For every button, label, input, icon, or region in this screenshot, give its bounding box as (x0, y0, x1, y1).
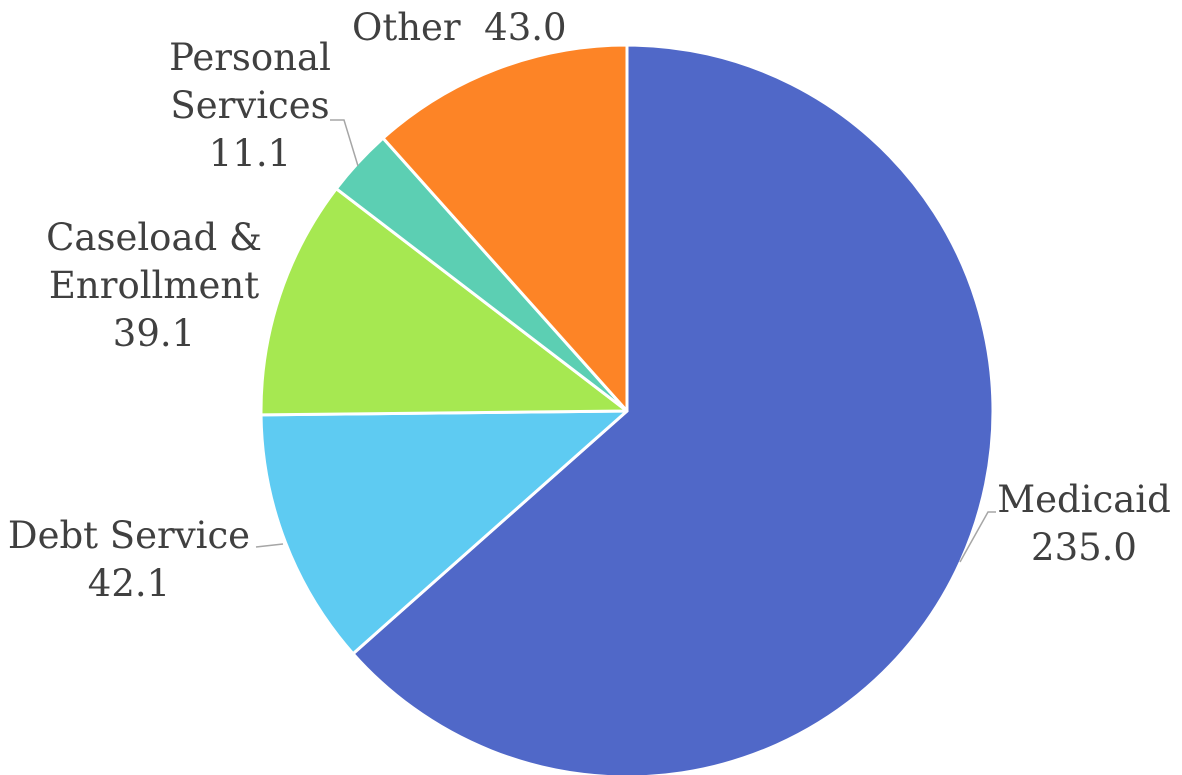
label-value: 235.0 (1031, 526, 1137, 569)
leader-line-personal-services (330, 119, 359, 167)
leader-line-medicaid (959, 511, 996, 563)
label-name-line-2: Enrollment (48, 264, 260, 307)
pie-slice-debt-service (259, 409, 629, 656)
pie-slices (259, 43, 995, 775)
label-name: Other (352, 6, 461, 49)
label-value: 43.0 (484, 6, 567, 49)
slice-label-other: Other 43.0 (352, 4, 567, 52)
slice-label-medicaid: Medicaid 235.0 (996, 476, 1172, 572)
label-name: Debt Service (7, 514, 251, 557)
slice-label-caseload-enrollment: Caseload & Enrollment 39.1 (30, 214, 278, 358)
label-name-line-1: Personal (169, 36, 331, 79)
label-value: 42.1 (87, 562, 171, 605)
label-value: 11.1 (208, 132, 292, 175)
label-value: 39.1 (112, 312, 196, 355)
label-name: Medicaid (997, 478, 1171, 521)
leader-line-debt-service (255, 543, 284, 548)
pie-slice-caseload-enrollment (259, 187, 629, 417)
slice-label-debt-service: Debt Service 42.1 (6, 512, 252, 608)
leader-lines (255, 119, 996, 563)
label-name-line-2: Services (170, 84, 330, 127)
label-name-line-1: Caseload & (46, 216, 262, 259)
pie-slice-other (381, 43, 629, 413)
slice-label-personal-services: Personal Services 11.1 (162, 34, 338, 178)
